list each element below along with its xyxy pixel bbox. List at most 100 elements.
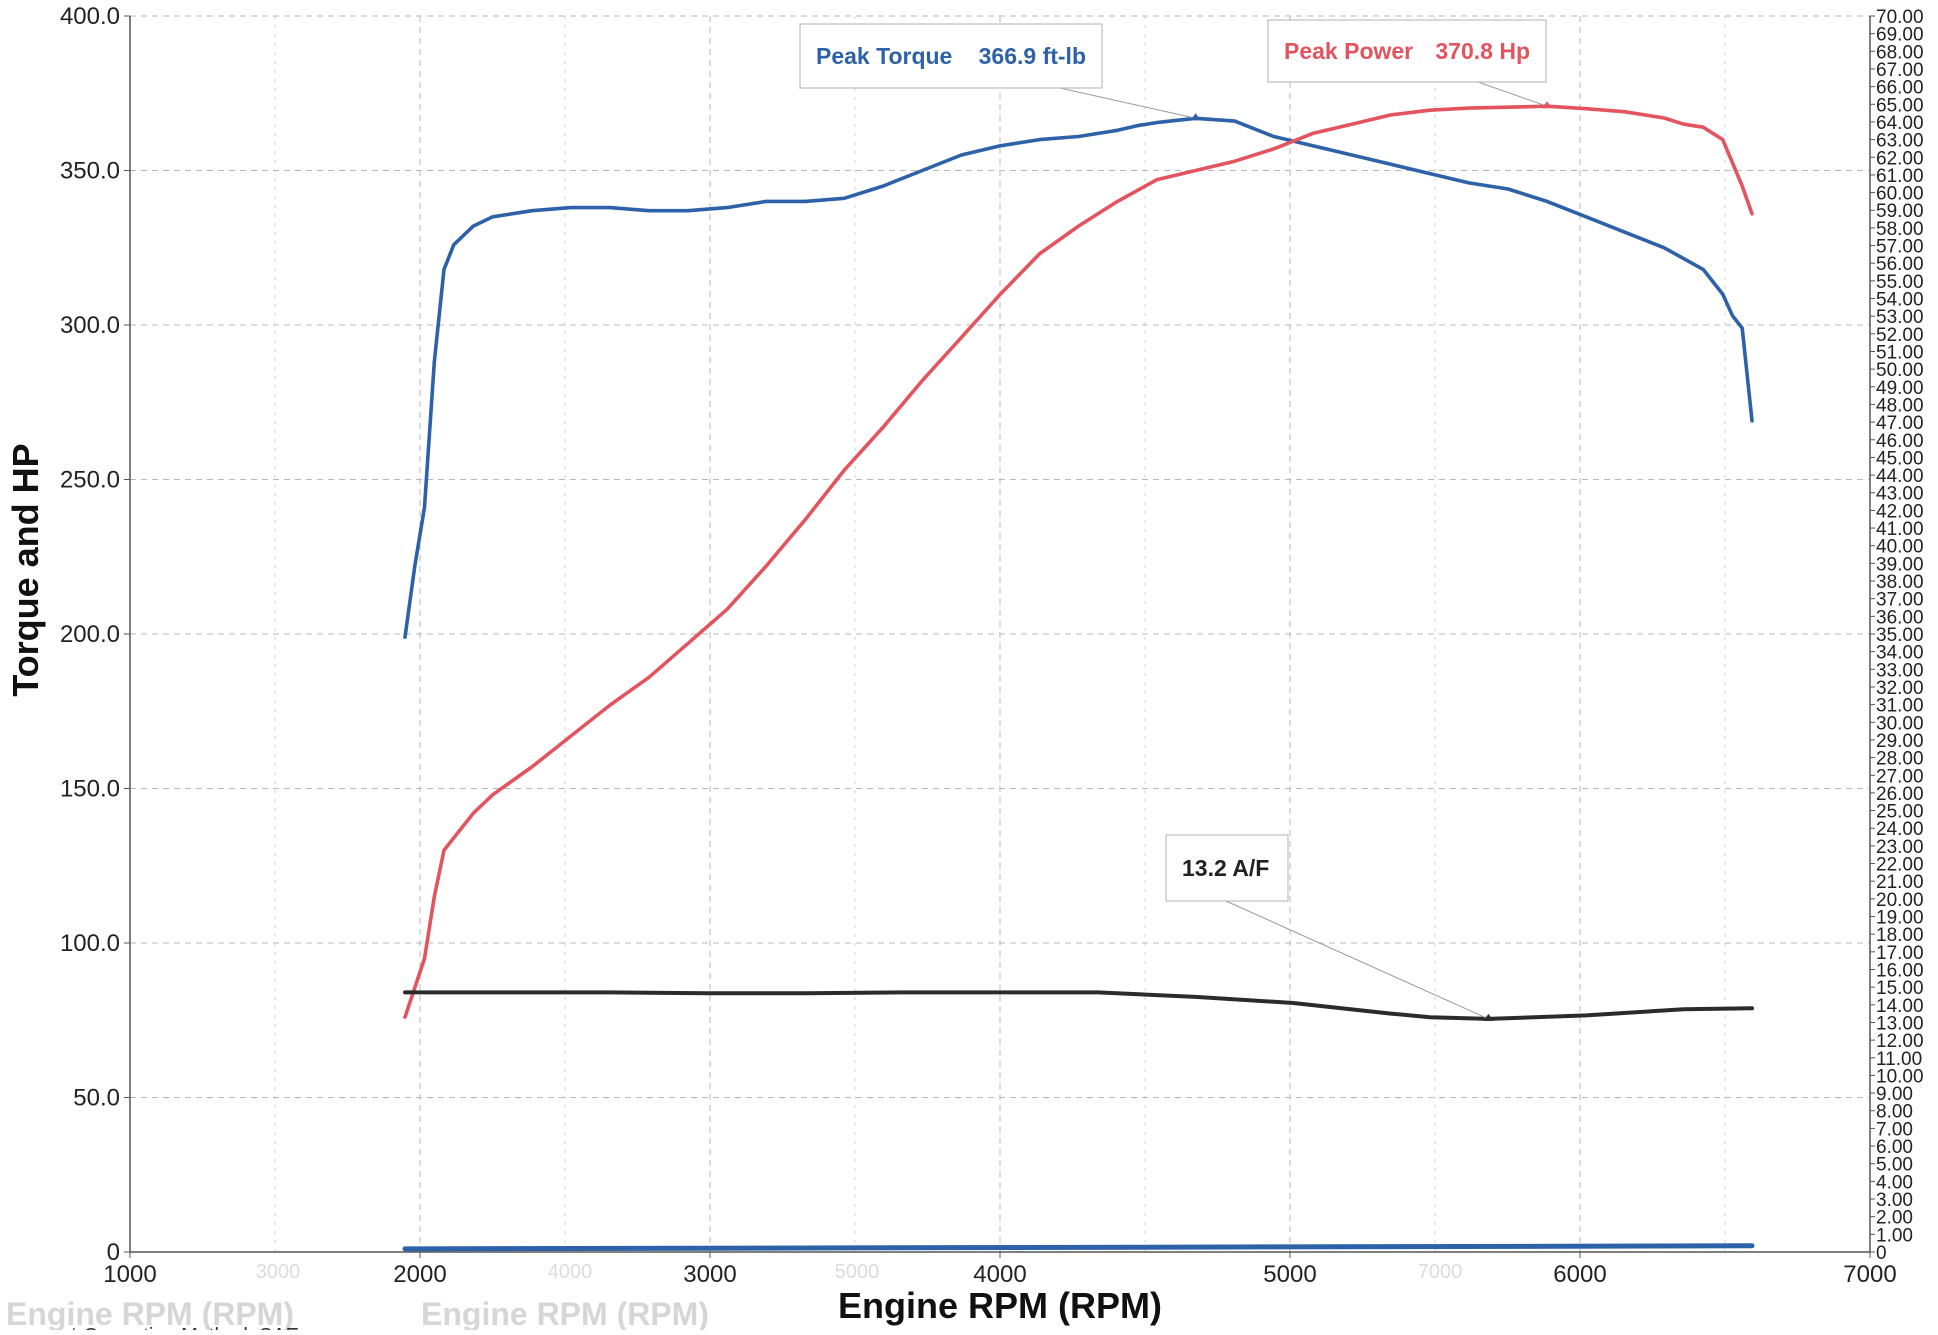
y2-tick-label: 41.00: [1876, 519, 1924, 540]
y2-tick-label: 56.00: [1876, 254, 1924, 275]
x-tick-label: 5000: [1263, 1261, 1316, 1288]
y2-tick-label: 7.00: [1876, 1119, 1913, 1140]
x-axis-title: Engine RPM (RPM): [838, 1285, 1162, 1326]
ghost-tick-label: 7000: [1418, 1261, 1463, 1283]
y2-tick-label: 52.00: [1876, 325, 1924, 346]
footnote: * Correction Method: SAE: [70, 1325, 299, 1330]
y2-tick-label: 15.00: [1876, 978, 1924, 999]
annotation-value: 370.8 Hp: [1435, 38, 1530, 64]
y2-tick-label: 0: [1876, 1243, 1887, 1264]
y2-tick-label: 53.00: [1876, 307, 1924, 328]
series-line-baseline: [402, 1243, 1755, 1252]
axes-layer: 0 50.0 100.0 150.0 200.0 250.0 300.0 350.0 400.0…: [60, 3, 1924, 1288]
y2-tick-label: 18.00: [1876, 925, 1924, 946]
y2-tick-label: 58.00: [1876, 219, 1924, 240]
y2-tick-label: 60.00: [1876, 184, 1924, 205]
x-tick-label: 6000: [1553, 1261, 1606, 1288]
annotation-leader: [1477, 81, 1548, 107]
y2-tick-label: 45.00: [1876, 448, 1924, 469]
y2-tick-label: 68.00: [1876, 42, 1924, 63]
y2-tick-label: 62.00: [1876, 148, 1924, 169]
annotation-label: Peak Torque: [816, 43, 952, 69]
y2-tick-label: 5.00: [1876, 1155, 1913, 1176]
annotation-leader: [1059, 87, 1196, 119]
y2-tick-label: 10.00: [1876, 1066, 1924, 1087]
y2-tick-label: 46.00: [1876, 431, 1924, 452]
annotation-marker: [1542, 101, 1553, 109]
y2-tick-label: 37.00: [1876, 590, 1924, 611]
y2-tick-label: 40.00: [1876, 537, 1924, 558]
x-tick-label: 1000: [103, 1261, 156, 1288]
x-tick-label: 7000: [1843, 1261, 1896, 1288]
y2-tick-label: 34.00: [1876, 643, 1924, 664]
y2-tick-label: 54.00: [1876, 290, 1924, 311]
y-tick-label: 300.0: [60, 312, 120, 339]
y2-tick-label: 25.00: [1876, 802, 1924, 823]
y2-tick-label: 1.00: [1876, 1225, 1913, 1246]
annotation-label: Peak Power: [1284, 38, 1413, 64]
ghost-tick-label: 5000: [835, 1261, 880, 1283]
y2-tick-label: 49.00: [1876, 378, 1924, 399]
y2-tick-label: 21.00: [1876, 872, 1924, 893]
annotation-label: 13.2 A/F: [1182, 855, 1269, 881]
y2-tick-label: 17.00: [1876, 943, 1924, 964]
y2-tick-label: 16.00: [1876, 960, 1924, 981]
ghost-xlabel-mid: Engine RPM (RPM): [421, 1296, 709, 1330]
y2-tick-label: 57.00: [1876, 237, 1924, 258]
series-line-torque: [403, 116, 1754, 639]
y2-tick-label: 13.00: [1876, 1013, 1924, 1034]
y2-tick-label: 31.00: [1876, 696, 1924, 717]
y2-tick-label: 47.00: [1876, 413, 1924, 434]
y2-tick-label: 12.00: [1876, 1031, 1924, 1052]
y2-tick-label: 19.00: [1876, 908, 1924, 929]
y2-tick-label: 36.00: [1876, 607, 1924, 628]
y-tick-label: 50.0: [73, 1085, 120, 1112]
x-tick-label: 4000: [973, 1261, 1026, 1288]
y2-tick-label: 70.00: [1876, 7, 1924, 28]
annotation-marker: [1190, 113, 1201, 121]
y-tick-label: 200.0: [60, 621, 120, 648]
series-layer: [402, 104, 1755, 1252]
y2-tick-label: 2.00: [1876, 1208, 1913, 1229]
annotation-marker: [1483, 1013, 1494, 1021]
y2-tick-label: 44.00: [1876, 466, 1924, 487]
ghost-tick-label: 3000: [256, 1261, 301, 1283]
y2-tick-label: 35.00: [1876, 625, 1924, 646]
y2-tick-label: 11.00: [1876, 1049, 1922, 1070]
y2-tick-label: 28.00: [1876, 749, 1924, 770]
y2-tick-label: 32.00: [1876, 678, 1924, 699]
y2-tick-label: 39.00: [1876, 554, 1924, 575]
y2-tick-label: 69.00: [1876, 25, 1924, 46]
y2-tick-label: 20.00: [1876, 890, 1924, 911]
y-tick-label: 0: [107, 1239, 120, 1266]
y2-tick-label: 30.00: [1876, 713, 1924, 734]
annotation-value: 366.9 ft-lb: [979, 43, 1086, 69]
y2-tick-label: 50.00: [1876, 360, 1924, 381]
y2-tick-label: 66.00: [1876, 78, 1924, 99]
annotation-box: [1165, 834, 1289, 902]
ghost-tick-label: 4000: [548, 1261, 593, 1283]
series-line-a-f: [403, 990, 1754, 1021]
y2-tick-label: 59.00: [1876, 201, 1924, 222]
annotation-layer: Peak Torque 366.9 ft-lb Peak Power 370.8 Hp…: [799, 19, 1553, 1021]
y-tick-label: 400.0: [60, 3, 120, 30]
y2-tick-label: 24.00: [1876, 819, 1924, 840]
y2-tick-label: 9.00: [1876, 1084, 1913, 1105]
y2-tick-label: 23.00: [1876, 837, 1924, 858]
y2-tick-label: 67.00: [1876, 60, 1924, 81]
y2-tick-label: 26.00: [1876, 784, 1924, 805]
y2-tick-label: 48.00: [1876, 395, 1924, 416]
annotation-box: [799, 23, 1103, 89]
y2-tick-label: 63.00: [1876, 131, 1924, 152]
y2-tick-label: 38.00: [1876, 572, 1924, 593]
y2-tick-label: 42.00: [1876, 501, 1924, 522]
y2-tick-label: 29.00: [1876, 731, 1924, 752]
y2-tick-label: 64.00: [1876, 113, 1924, 134]
annotation-leader: [1225, 900, 1489, 1020]
y-tick-label: 350.0: [60, 158, 120, 185]
x-tick-label: 2000: [393, 1261, 446, 1288]
y-tick-label: 250.0: [60, 467, 120, 494]
y2-tick-label: 4.00: [1876, 1172, 1913, 1193]
ghost-xlabel-left: Engine RPM (RPM): [6, 1296, 294, 1330]
